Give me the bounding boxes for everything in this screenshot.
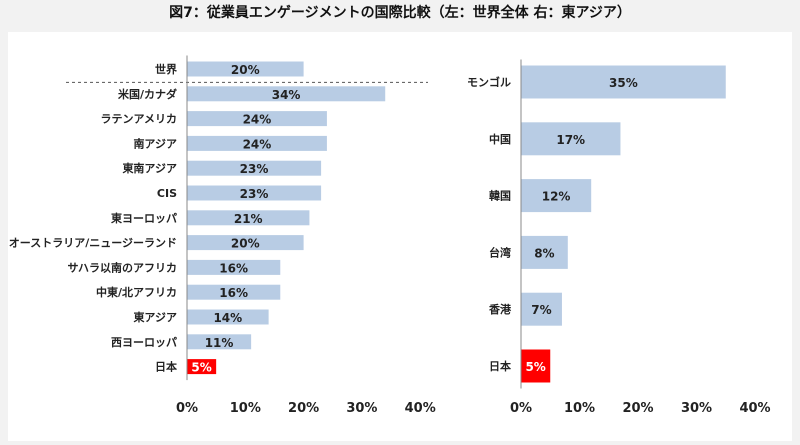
category-label: 南アジア	[133, 136, 177, 150]
value-label: 17%	[556, 133, 585, 147]
bar-6	[187, 210, 310, 226]
value-label: 8%	[534, 246, 554, 260]
left-chart-world: 世界 20% 米国/カナダ 34% ラテンアメリカ 24% 南アジア 24% 東南アジア 23% C…	[9, 55, 436, 416]
bar-0	[187, 61, 304, 77]
bar-5	[521, 349, 551, 383]
x-tick-label: 0%	[510, 401, 532, 416]
category-label: 中国	[489, 132, 511, 146]
bar-2	[521, 179, 592, 213]
category-label: オーストラリア/ニュージーランド	[9, 237, 177, 250]
value-label: 35%	[609, 76, 638, 90]
x-tick-label: 0%	[176, 401, 198, 416]
chart-title: 図7：従業員エンゲージメントの国際比較（左：世界全体 右：東アジア）	[169, 5, 631, 21]
bar-10	[187, 309, 269, 325]
category-label: 西ヨーロッパ	[111, 336, 177, 349]
category-label: サハラ以南のアフリカ	[67, 260, 177, 274]
chart-panel	[8, 32, 792, 441]
x-tick-label: 10%	[230, 401, 261, 416]
value-label: 12%	[542, 190, 571, 204]
category-label: 日本	[155, 360, 177, 374]
value-label: 5%	[191, 361, 211, 375]
category-label: モンゴル	[467, 75, 511, 89]
x-tick-label: 20%	[622, 401, 653, 416]
x-tick-label: 30%	[681, 401, 712, 416]
value-label: 20%	[231, 63, 260, 77]
value-label: 23%	[240, 187, 269, 201]
category-label: 米国/カナダ	[117, 87, 177, 101]
category-label: 台湾	[489, 245, 511, 259]
category-label: 東アジア	[133, 310, 177, 324]
bar-4	[187, 160, 322, 176]
value-label: 7%	[531, 303, 551, 317]
category-label: 世界	[155, 62, 177, 76]
x-tick-label: 20%	[288, 401, 319, 416]
bar-3	[521, 235, 568, 269]
bar-8	[187, 259, 281, 275]
category-label: CIS	[157, 187, 177, 200]
x-tick-label: 40%	[739, 401, 770, 416]
bar-2	[187, 111, 327, 127]
bar-0	[521, 65, 726, 99]
bar-7	[187, 235, 304, 251]
x-tick-label: 10%	[564, 401, 595, 416]
bar-5	[187, 185, 322, 201]
bar-12	[187, 359, 217, 375]
value-label: 16%	[219, 261, 248, 275]
bar-9	[187, 284, 281, 300]
category-label: 東ヨーロッパ	[111, 211, 177, 225]
category-label: 東南アジア	[122, 161, 177, 175]
value-label: 5%	[525, 360, 545, 374]
value-label: 24%	[243, 137, 272, 151]
category-label: ラテンアメリカ	[101, 113, 177, 126]
value-label: 14%	[213, 311, 242, 325]
bar-4	[521, 292, 562, 326]
category-label: 中東/北アフリカ	[96, 285, 177, 299]
category-label: 韓国	[489, 189, 511, 203]
value-label: 34%	[272, 88, 301, 102]
value-label: 20%	[231, 237, 260, 251]
bar-1	[521, 122, 621, 156]
value-label: 16%	[219, 286, 248, 300]
value-label: 23%	[240, 162, 269, 176]
x-tick-label: 40%	[405, 401, 436, 416]
category-label: 日本	[489, 359, 511, 373]
bar-3	[187, 135, 327, 151]
value-label: 11%	[205, 336, 234, 350]
x-tick-label: 30%	[346, 401, 377, 416]
bar-11	[187, 334, 252, 350]
category-label: 香港	[488, 302, 512, 316]
bar-1	[187, 86, 386, 102]
value-label: 24%	[243, 113, 272, 127]
value-label: 21%	[234, 212, 263, 226]
right-chart-east-asia: モンゴル 35% 中国 17% 韓国 12% 台湾 8% 香港 7% 日本 5% 0% 10% 20% 30%…	[467, 59, 771, 416]
